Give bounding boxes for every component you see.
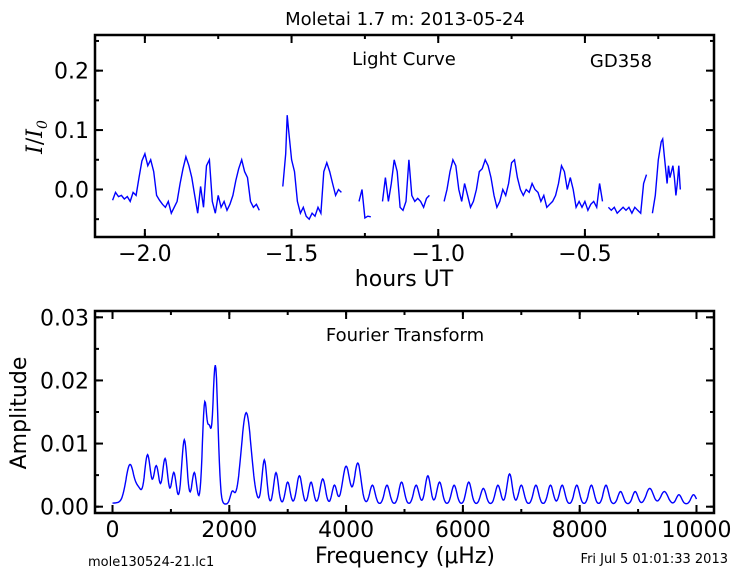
0-ytick-label: 0.1 — [54, 119, 89, 144]
fourier-ylabel: Amplitude — [7, 357, 32, 470]
fourier-panel: 0 2000 4000 6000 8000 10000 0.00 0.01 0.02 0.03 F… — [7, 306, 731, 569]
0-xtick-label: −1.0 — [412, 242, 465, 267]
1-ytick-label: 0.02 — [40, 369, 89, 394]
fourier-xlabel: Frequency (μHz) — [315, 544, 495, 569]
star-name-label: GD358 — [590, 51, 652, 72]
light-curve-segment — [282, 115, 342, 221]
light-curve-ylabel: I/I0 — [23, 120, 51, 155]
1-xtick-label: 4000 — [318, 518, 374, 543]
footer-timestamp: Fri Jul 5 01:01:33 2013 — [581, 552, 728, 567]
light-curve-xlabel: hours UT — [355, 267, 454, 292]
light-curve-segment — [651, 136, 681, 214]
1-xtick-label: 10000 — [661, 518, 731, 543]
fourier-plot — [112, 364, 698, 505]
light-curve-segment — [607, 174, 648, 215]
1-xtick-label: 2000 — [201, 518, 257, 543]
fourier-spectrum-line — [112, 364, 698, 505]
light-curve-segment — [381, 159, 430, 212]
0-ytick-label: 0.0 — [54, 178, 89, 203]
light-curve-annotation: Light Curve — [352, 49, 456, 70]
1-ytick-label: 0.03 — [40, 306, 89, 331]
light-curve-plot — [111, 115, 681, 221]
0-ytick-label: 0.2 — [54, 60, 89, 85]
light-curve-ticks: −2.0 −1.5 −1.0 −0.5 0.0 0.1 0.2 — [54, 35, 714, 267]
fourier-annotation: Fourier Transform — [326, 325, 484, 346]
1-xtick-label: 0 — [106, 518, 120, 543]
footer-filename: mole130524-21.lc1 — [88, 555, 214, 570]
0-xtick-label: −0.5 — [558, 242, 611, 267]
light-curve-frame — [93, 33, 716, 239]
light-curve-segment — [358, 189, 371, 220]
light-curve-segment — [443, 157, 604, 213]
fourier-ticks: 0 2000 4000 6000 8000 10000 0.00 0.01 0.02 0.03 — [40, 306, 731, 543]
figure-title: Moletai 1.7 m: 2013-05-24 — [285, 9, 525, 30]
1-xtick-label: 6000 — [435, 518, 491, 543]
0-xtick-label: −1.5 — [265, 242, 318, 267]
light-curve-segment — [111, 151, 260, 216]
1-xtick-label: 8000 — [552, 518, 608, 543]
0-xtick-label: −2.0 — [118, 242, 171, 267]
light-curve-panel: −2.0 −1.5 −1.0 −0.5 0.0 0.1 0.2 Light Curve GD… — [23, 33, 716, 292]
1-ytick-label: 0.01 — [40, 433, 89, 458]
1-ytick-label: 0.00 — [40, 496, 89, 521]
